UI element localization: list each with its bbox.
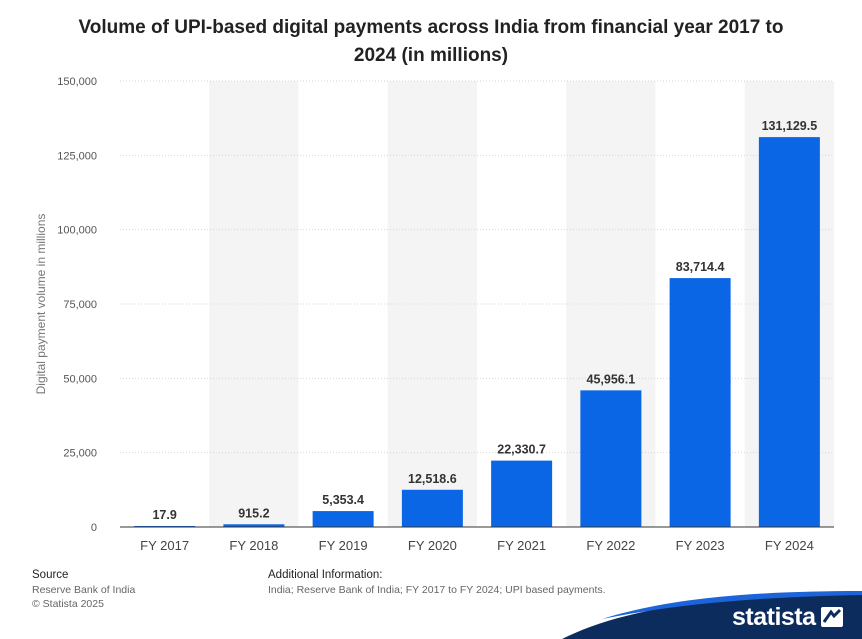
additional-info-text: India; Reserve Bank of India; FY 2017 to… (268, 584, 606, 596)
data-labels: 17.9 915.2 5,353.4 12,518.6 22,330.7 45,956.1… (152, 119, 817, 522)
y-tick-label: 150,000 (57, 76, 97, 88)
y-tick-label: 125,000 (57, 150, 97, 162)
background-band (209, 81, 299, 527)
bar[interactable] (223, 524, 285, 527)
data-label: 5,353.4 (322, 493, 364, 507)
y-tick-label: 0 (91, 522, 97, 534)
y-axis-label: Digital payment volume in millions (34, 214, 48, 395)
additional-info-heading[interactable]: Additional Information: (268, 569, 383, 581)
y-tick-label: 100,000 (57, 225, 97, 237)
bar[interactable] (312, 511, 374, 527)
bar[interactable] (758, 137, 820, 528)
chart-title: Volume of UPI-based digital payments acr… (78, 17, 784, 66)
data-label: 83,714.4 (676, 260, 725, 274)
data-label: 17.9 (152, 508, 176, 522)
y-tick-label: 75,000 (63, 299, 97, 311)
x-tick-label: FY 2024 (765, 538, 814, 553)
x-tick-label: FY 2022 (586, 538, 635, 553)
data-label: 915.2 (238, 506, 269, 520)
y-tick-label: 50,000 (63, 373, 97, 385)
y-axis-ticks: 0 25,000 50,000 75,000 100,000 125,000 150,000 (57, 76, 97, 534)
copyright-text: © Statista 2025 (32, 598, 104, 610)
x-tick-label: FY 2019 (319, 538, 368, 553)
bars (134, 137, 820, 528)
x-tick-label: FY 2021 (497, 538, 546, 553)
x-axis-labels: FY 2017 FY 2018 FY 2019 FY 2020 FY 2021 FY 20… (140, 538, 814, 553)
data-label: 131,129.5 (762, 119, 818, 133)
bar[interactable] (580, 390, 642, 527)
data-label: 45,956.1 (587, 372, 636, 386)
bar[interactable] (669, 278, 731, 527)
statista-logo[interactable]: statista (732, 603, 816, 631)
x-tick-label: FY 2017 (140, 538, 189, 553)
statista-logo-icon (821, 607, 843, 627)
bar-chart: 0 25,000 50,000 75,000 100,000 125,000 150,000… (34, 76, 834, 553)
data-label: 12,518.6 (408, 472, 457, 486)
x-tick-label: FY 2023 (676, 538, 725, 553)
data-label: 22,330.7 (497, 443, 546, 457)
bar[interactable] (491, 460, 553, 527)
x-tick-label: FY 2018 (229, 538, 278, 553)
background-bands (209, 81, 834, 527)
brand-banner (562, 591, 862, 639)
source-text: Reserve Bank of India (32, 584, 136, 596)
x-tick-label: FY 2020 (408, 538, 457, 553)
y-tick-label: 25,000 (63, 448, 97, 460)
bar[interactable] (401, 489, 463, 527)
source-heading[interactable]: Source (32, 569, 69, 581)
